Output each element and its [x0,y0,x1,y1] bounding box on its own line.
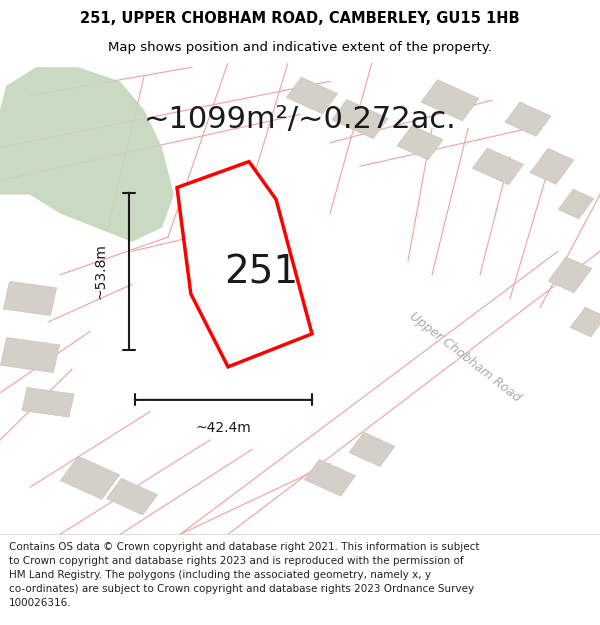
Polygon shape [106,478,158,515]
Text: Map shows position and indicative extent of the property.: Map shows position and indicative extent… [108,41,492,54]
Polygon shape [558,189,594,219]
Polygon shape [548,257,592,293]
Polygon shape [349,432,395,467]
Polygon shape [22,388,74,417]
Text: 251, UPPER CHOBHAM ROAD, CAMBERLEY, GU15 1HB: 251, UPPER CHOBHAM ROAD, CAMBERLEY, GU15… [80,11,520,26]
Polygon shape [505,102,551,136]
Text: ~1099m²/~0.272ac.: ~1099m²/~0.272ac. [143,104,457,134]
Polygon shape [0,338,60,372]
Polygon shape [332,99,388,139]
Polygon shape [177,162,312,367]
Text: Contains OS data © Crown copyright and database right 2021. This information is : Contains OS data © Crown copyright and d… [9,542,479,608]
Polygon shape [304,459,356,496]
Text: ~42.4m: ~42.4m [196,421,251,435]
Polygon shape [397,126,443,160]
Polygon shape [286,77,338,114]
Polygon shape [421,79,479,121]
Polygon shape [3,281,57,316]
Polygon shape [530,148,574,184]
Polygon shape [60,456,120,499]
Text: ~53.8m: ~53.8m [94,243,108,299]
Polygon shape [0,68,174,242]
Text: Upper Chobham Road: Upper Chobham Road [407,310,523,405]
Polygon shape [570,307,600,337]
Polygon shape [472,148,524,185]
Text: 251: 251 [224,254,298,291]
